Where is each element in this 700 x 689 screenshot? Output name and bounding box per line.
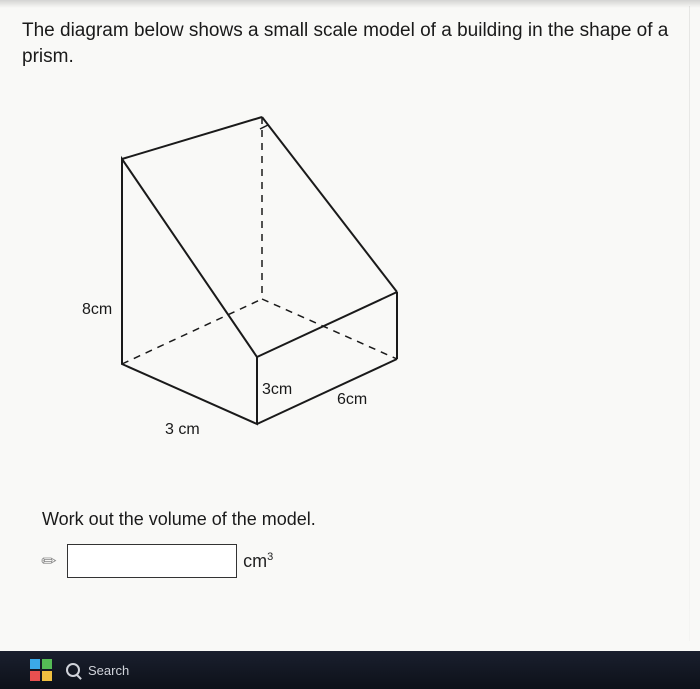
answer-row: ✎ cm3 [42,544,678,578]
search-icon [66,663,80,677]
question-text: The diagram below shows a small scale mo… [22,18,678,69]
taskbar: Search [0,651,700,689]
label-3cm-base: 3 cm [165,421,200,438]
label-8cm: 8cm [82,301,112,318]
answer-input[interactable] [67,544,237,578]
answer-unit: cm3 [243,551,273,572]
instruction-text: Work out the volume of the model. [42,509,678,530]
taskbar-search[interactable]: Search [66,663,129,678]
prism-diagram: 8cm 3cm 3 cm 6cm [62,99,442,479]
search-label: Search [88,663,129,678]
label-3cm-inner: 3cm [262,381,292,398]
start-button[interactable] [30,659,52,681]
pencil-icon: ✎ [37,549,63,575]
label-6cm: 6cm [337,391,367,408]
